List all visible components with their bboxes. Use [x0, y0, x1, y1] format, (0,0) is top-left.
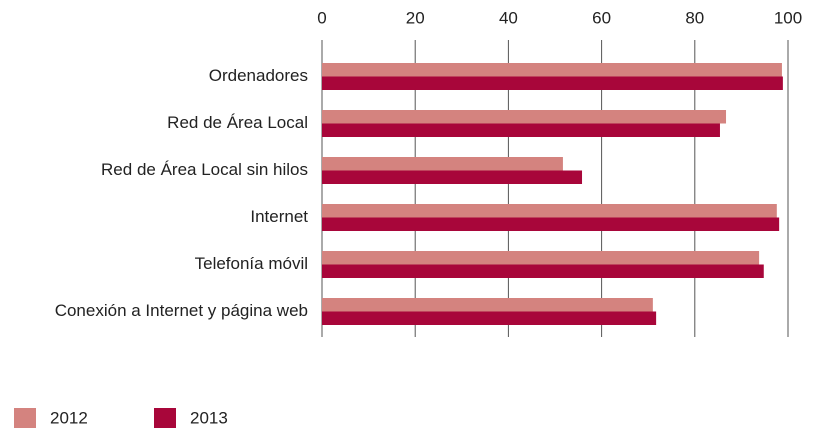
- x-tick-label: 80: [685, 8, 704, 27]
- x-tick-label: 20: [406, 8, 425, 27]
- y-tick-label: Conexión a Internet y página web: [55, 301, 308, 320]
- x-tick-label: 100: [774, 8, 802, 27]
- bar: [322, 204, 777, 218]
- y-tick-label: Internet: [250, 207, 308, 226]
- bar: [322, 110, 727, 124]
- x-tick-label: 60: [592, 8, 611, 27]
- bar: [322, 63, 782, 77]
- bar: [322, 157, 563, 171]
- legend-swatch: [14, 408, 36, 428]
- bar: [322, 298, 653, 312]
- legend-swatch: [154, 408, 176, 428]
- bar: [322, 311, 657, 325]
- bar: [322, 170, 583, 184]
- legend-label: 2013: [190, 408, 228, 427]
- x-tick-label: 40: [499, 8, 518, 27]
- bar: [322, 251, 760, 265]
- y-tick-label: Ordenadores: [209, 66, 308, 85]
- x-tick-label: 0: [317, 8, 326, 27]
- bar: [322, 264, 764, 278]
- y-tick-label: Red de Área Local: [167, 113, 308, 132]
- bar: [322, 217, 780, 231]
- y-tick-label: Telefonía móvil: [195, 254, 308, 273]
- bar: [322, 76, 783, 90]
- bar: [322, 123, 720, 137]
- y-tick-label: Red de Área Local sin hilos: [101, 160, 308, 179]
- legend-label: 2012: [50, 408, 88, 427]
